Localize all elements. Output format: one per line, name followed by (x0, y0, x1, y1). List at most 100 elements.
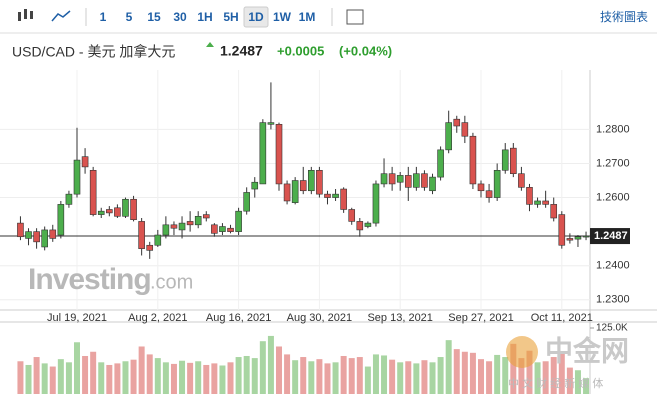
table-icon[interactable] (346, 9, 364, 25)
candle-body (461, 122, 469, 137)
y-tick-label: 1.2700 (596, 157, 630, 169)
volume-bar (146, 354, 153, 394)
volume-bar (340, 355, 347, 394)
volume-bar (90, 351, 97, 394)
change: +0.0005 (277, 43, 324, 58)
volume-bar (98, 362, 105, 394)
volume-bar (389, 359, 396, 394)
volume-bar (235, 357, 242, 394)
candle-body (178, 222, 186, 231)
interval-button[interactable]: 5H (223, 10, 238, 24)
watermark: .com (150, 271, 193, 293)
interval-button[interactable]: 5 (126, 10, 133, 24)
volume-bar (106, 364, 113, 394)
x-tick-label: Aug 2, 2021 (128, 312, 187, 324)
candle-body (348, 209, 356, 222)
candle-body (558, 214, 566, 246)
candle-body (566, 238, 574, 241)
volume-bar (267, 335, 274, 394)
candle-body (501, 149, 509, 171)
volume-bar (17, 361, 24, 394)
candle-body (227, 227, 234, 232)
volume-bar (259, 341, 266, 394)
candle-body (477, 183, 485, 192)
volume-bar (397, 362, 404, 394)
volume-bar (187, 362, 194, 394)
candle-body (146, 244, 154, 251)
x-tick-label: Sep 13, 2021 (367, 312, 432, 324)
interval-button[interactable]: 30 (173, 10, 187, 24)
up-arrow (206, 42, 214, 47)
volume-bar (453, 349, 460, 394)
volume-bar (251, 358, 258, 394)
volume-bar (332, 362, 339, 394)
volume-bar (461, 351, 468, 394)
x-tick-label: Aug 30, 2021 (287, 312, 352, 324)
interval-button[interactable]: 1W (273, 10, 292, 24)
interval-button[interactable]: 1D (248, 10, 264, 24)
candle-body (421, 173, 428, 188)
x-tick-label: Oct 11, 2021 (531, 312, 593, 324)
candle-body (130, 198, 137, 221)
volume-bar (421, 360, 428, 394)
line-icon[interactable] (51, 10, 71, 22)
volume-bar (534, 362, 541, 394)
interval-button[interactable]: 1 (100, 10, 107, 24)
candle-icon[interactable] (18, 9, 33, 21)
candle-body (316, 169, 323, 195)
volume-bar (57, 359, 64, 394)
candle-body (445, 122, 452, 151)
candle-body (114, 207, 121, 217)
watermark: Investing (28, 263, 151, 296)
candle-body (57, 204, 65, 236)
volume-bar (494, 354, 501, 394)
candle-body (526, 187, 533, 205)
volume-bar (227, 362, 234, 394)
candle-body (299, 180, 307, 192)
interval-button[interactable]: 1H (197, 10, 212, 24)
active-interval (243, 6, 269, 28)
volume-bar (179, 360, 186, 394)
candle-body (332, 193, 339, 198)
candle-body (437, 149, 444, 178)
candle-body (429, 176, 436, 192)
candle-body (340, 188, 347, 210)
volume-bar (122, 361, 129, 394)
volume-bar (284, 354, 291, 394)
candle-body (25, 231, 32, 239)
interval-button[interactable]: 15 (147, 10, 161, 24)
volume-bar (364, 366, 371, 394)
volume-bar (203, 364, 210, 394)
candle-body (138, 221, 145, 249)
volume-bar (25, 364, 32, 394)
candle-body (469, 135, 477, 185)
volume-bar (219, 365, 226, 394)
volume-bar (162, 362, 169, 394)
interval-button[interactable]: 1M (299, 10, 316, 24)
volume-bar (49, 366, 56, 394)
volume-bar (437, 357, 444, 394)
volume-bar (429, 362, 436, 394)
volume-bar (478, 359, 484, 394)
candle-body (372, 183, 380, 224)
volume-bar (558, 353, 565, 394)
candle-body (550, 204, 558, 219)
x-tick-label: Jul 19, 2021 (47, 312, 107, 324)
volume-bar (130, 359, 137, 394)
chart-button[interactable]: 技術圖表 (600, 10, 648, 24)
volume-bar (486, 361, 493, 394)
candle-body (388, 173, 396, 185)
volume-bar (308, 361, 315, 394)
candle-body (81, 156, 89, 168)
volume-bar (41, 363, 48, 394)
candle-body (243, 192, 250, 212)
y-tick-label: 1.2400 (596, 260, 630, 272)
candle-body (510, 147, 517, 175)
watermark-logo (506, 336, 538, 368)
volume-bar (502, 357, 509, 394)
candle-body (122, 198, 129, 217)
candle-body (380, 173, 388, 185)
candle-body (89, 169, 97, 215)
volume-bar (405, 361, 412, 394)
candle-body (202, 214, 210, 219)
